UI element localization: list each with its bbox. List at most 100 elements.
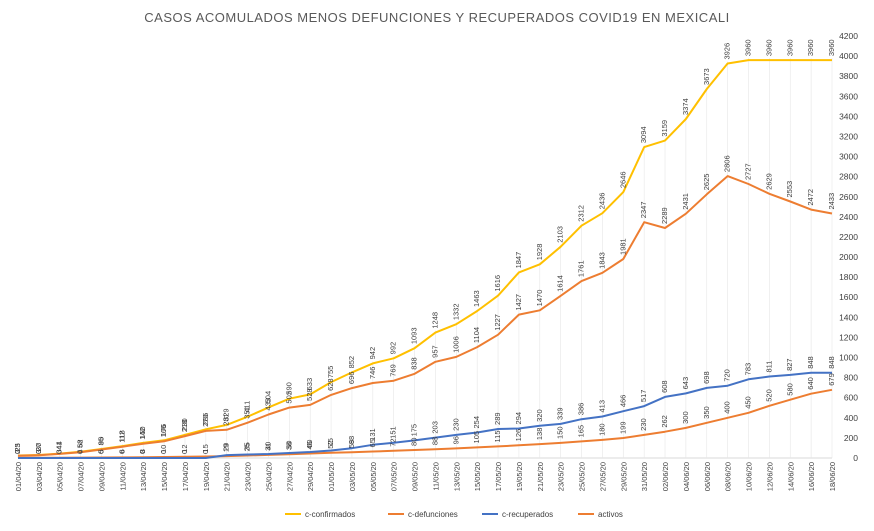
data-label: 2 <box>13 450 22 454</box>
data-label: 1332 <box>451 303 460 320</box>
data-label: 0 <box>13 450 22 454</box>
data-label: 44 <box>55 441 64 449</box>
data-label: 755 <box>326 366 335 379</box>
data-label: 112 <box>117 431 126 443</box>
data-label: 1470 <box>535 290 544 307</box>
x-tick-label: 08/06/20 <box>724 462 733 491</box>
data-label: 679 <box>827 373 836 386</box>
y-tick-label: 1800 <box>839 272 858 282</box>
data-label: 218 <box>180 420 189 433</box>
data-label: 62 <box>76 439 85 447</box>
data-label: 2312 <box>577 205 586 222</box>
data-label: 180 <box>597 423 606 436</box>
x-tick-label: 23/05/20 <box>557 462 566 491</box>
data-label: 45 <box>305 441 314 449</box>
data-label: 300 <box>681 411 690 424</box>
data-label: 640 <box>806 377 815 390</box>
data-label: 3960 <box>806 39 815 56</box>
y-tick-label: 4200 <box>839 31 858 41</box>
x-tick-label: 23/04/20 <box>244 462 253 491</box>
data-label: 29 <box>222 443 231 451</box>
data-label: 58 <box>347 440 356 448</box>
data-label: 1847 <box>514 252 523 269</box>
data-label: 696 <box>347 372 356 385</box>
data-label: 175 <box>410 424 419 437</box>
data-label: 80 <box>410 438 419 446</box>
data-label: 433 <box>263 398 272 411</box>
data-label: 450 <box>744 396 753 409</box>
x-tick-label: 19/04/20 <box>202 462 211 491</box>
data-label: 75 <box>326 438 335 446</box>
data-label: 852 <box>347 356 356 369</box>
data-label: 811 <box>764 361 773 373</box>
data-label: 199 <box>618 421 627 434</box>
data-label: 848 <box>827 356 836 369</box>
data-label: 528 <box>305 388 314 401</box>
data-label: 230 <box>639 418 648 431</box>
data-label: 466 <box>618 395 627 408</box>
data-label: 131 <box>368 428 377 441</box>
y-tick-label: 200 <box>844 433 858 443</box>
x-tick-label: 18/06/20 <box>828 462 837 491</box>
data-label: 1248 <box>430 312 439 329</box>
y-tick-label: 2000 <box>839 252 858 262</box>
data-label: 88 <box>430 437 439 445</box>
x-tick-label: 15/05/20 <box>473 462 482 491</box>
data-label: 2433 <box>827 193 836 210</box>
y-tick-label: 2400 <box>839 212 858 222</box>
y-tick-label: 600 <box>844 393 858 403</box>
data-label: 90 <box>96 437 105 445</box>
y-tick-label: 2200 <box>839 232 858 242</box>
data-label: 1427 <box>514 294 523 311</box>
data-label: 98 <box>347 436 356 444</box>
x-tick-label: 13/04/20 <box>139 462 148 491</box>
data-label: 270 <box>201 414 210 427</box>
data-label: 65 <box>368 439 377 447</box>
data-label: 12 <box>180 444 189 452</box>
y-tick-label: 3000 <box>839 152 858 162</box>
data-label: 230 <box>451 418 460 431</box>
data-label: 2347 <box>639 201 648 218</box>
data-label: 27 <box>34 443 43 451</box>
x-tick-label: 09/04/20 <box>97 462 106 491</box>
x-tick-label: 17/05/20 <box>494 462 503 491</box>
x-tick-label: 12/06/20 <box>765 462 774 491</box>
series-line-activos <box>17 175 833 457</box>
data-label: 30 <box>34 443 43 451</box>
x-tick-label: 21/05/20 <box>536 462 545 491</box>
data-label: 2553 <box>785 181 794 198</box>
data-label: 2436 <box>597 193 606 210</box>
data-label: 262 <box>660 415 669 428</box>
data-label: 203 <box>430 421 439 434</box>
legend: c-confirmados c-defunciones c-recuperados a… <box>285 510 623 519</box>
data-label: 138 <box>535 428 544 441</box>
y-tick-label: 1200 <box>839 332 858 342</box>
data-label: 38 <box>284 442 293 450</box>
x-tick-label: 29/04/20 <box>306 462 315 491</box>
x-tick-label: 16/06/20 <box>807 462 816 491</box>
data-label: 633 <box>305 378 314 391</box>
data-label: 783 <box>744 363 753 376</box>
data-label: 289 <box>493 412 502 425</box>
y-tick-label: 1600 <box>839 292 858 302</box>
series-line-c-defunciones <box>17 388 833 459</box>
x-tick-label: 14/06/20 <box>786 462 795 491</box>
data-label: 281 <box>222 413 231 426</box>
data-label: 746 <box>368 367 377 380</box>
data-label: 329 <box>222 408 231 421</box>
data-label: 517 <box>639 390 648 403</box>
data-label: 118 <box>117 430 126 442</box>
data-label: 848 <box>806 356 815 369</box>
data-label: 0 <box>180 450 189 454</box>
data-label: 3960 <box>785 39 794 56</box>
data-label: 1616 <box>493 275 502 292</box>
x-tick-label: 29/05/20 <box>619 462 628 491</box>
x-tick-label: 25/05/20 <box>578 462 587 491</box>
data-label: 166 <box>159 425 168 438</box>
legend-label: c-recuperados <box>502 510 553 519</box>
data-label: 1981 <box>618 238 627 255</box>
data-label: 698 <box>702 371 711 384</box>
